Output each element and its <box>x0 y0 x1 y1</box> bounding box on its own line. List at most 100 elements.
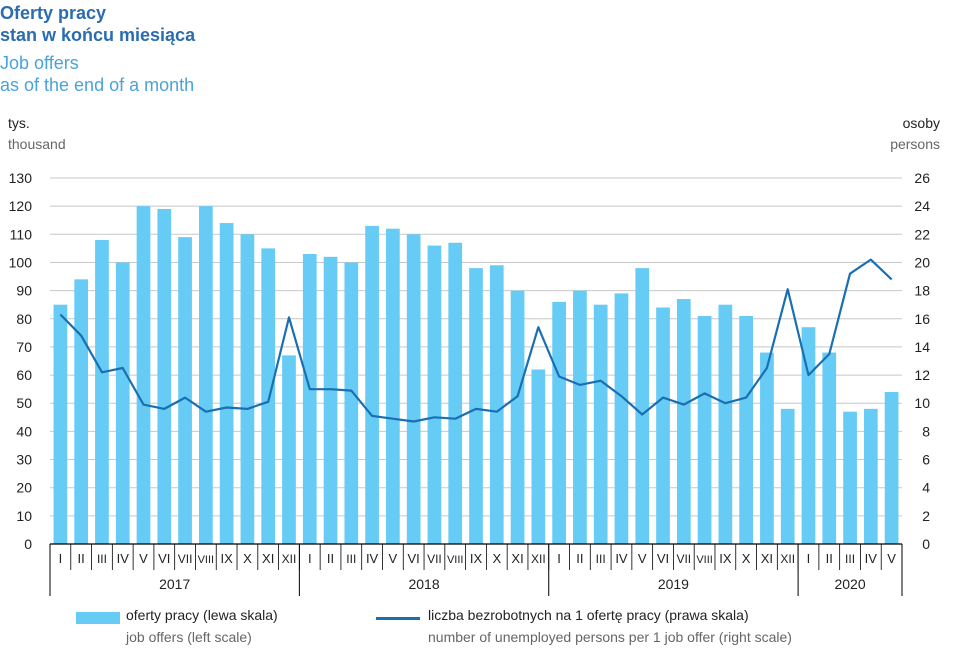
year-tick-label: 2018 <box>408 576 439 592</box>
right-tick-label: 2 <box>922 508 930 524</box>
month-tick-label: XI <box>761 551 773 566</box>
legend-bar-swatch <box>76 612 120 624</box>
month-tick-label: I <box>557 551 561 566</box>
bar <box>219 223 234 545</box>
left-tick-label: 120 <box>9 198 33 214</box>
bar <box>739 315 754 544</box>
month-tick-label: V <box>638 551 647 566</box>
bar <box>282 355 296 544</box>
month-tick-label: VIII <box>198 554 215 566</box>
bar <box>74 279 89 544</box>
left-tick-label: 90 <box>16 283 32 299</box>
right-axis-unit-pl: osoby <box>902 115 940 131</box>
chart-title-pl: Oferty pracy <box>0 3 107 23</box>
month-tick-label: XII <box>780 552 795 566</box>
right-tick-label: 4 <box>922 480 930 496</box>
month-tick-label: IX <box>470 551 483 566</box>
month-tick-label: II <box>327 551 334 566</box>
bar <box>323 256 338 544</box>
bar <box>552 301 566 544</box>
left-axis-unit-pl: tys. <box>8 115 30 131</box>
left-tick-label: 20 <box>16 480 32 496</box>
month-tick-label: I <box>807 551 811 566</box>
year-tick-label: 2019 <box>658 576 689 592</box>
month-tick-label: IX <box>220 551 233 566</box>
right-tick-label: 0 <box>922 536 930 552</box>
bar <box>510 290 525 544</box>
left-axis-unit-en: thousand <box>8 136 66 152</box>
legend-bar-label-pl: oferty pracy (lewa skala) <box>126 607 278 623</box>
right-tick-label: 24 <box>914 198 930 214</box>
bar <box>718 304 733 544</box>
month-tick-label: XII <box>531 552 546 566</box>
month-tick-label: III <box>596 552 606 566</box>
right-tick-label: 14 <box>914 339 930 355</box>
month-tick-label: III <box>97 552 107 566</box>
bar <box>427 245 442 545</box>
bar <box>614 293 629 544</box>
month-tick-label: II <box>576 551 583 566</box>
left-tick-label: 130 <box>9 170 33 186</box>
month-tick-label: I <box>59 551 63 566</box>
bar <box>843 411 857 544</box>
left-tick-label: 10 <box>16 508 32 524</box>
month-tick-label: IV <box>865 551 878 566</box>
month-tick-label: II <box>78 551 85 566</box>
left-tick-label: 40 <box>16 423 32 439</box>
bar <box>53 304 68 544</box>
line-series <box>59 258 893 423</box>
right-tick-label: 12 <box>914 367 930 383</box>
right-tick-label: 6 <box>922 452 930 468</box>
right-tick-label: 10 <box>914 395 930 411</box>
left-tick-label: 30 <box>16 452 32 468</box>
month-tick-label: VII <box>178 552 193 566</box>
bar <box>822 352 837 544</box>
unemployed-per-offer-line <box>59 258 893 423</box>
bar <box>344 262 359 544</box>
left-tick-label: 60 <box>16 367 32 383</box>
month-tick-label: III <box>845 552 855 566</box>
bar <box>136 206 151 544</box>
bar <box>780 408 795 544</box>
bar <box>157 208 172 544</box>
bar <box>95 239 109 544</box>
month-tick-label: II <box>826 551 833 566</box>
bar <box>801 327 816 544</box>
bar <box>240 234 255 545</box>
bar <box>302 254 317 544</box>
legend-line-label-en: number of unemployed persons per 1 job o… <box>428 629 792 645</box>
right-tick-label: 26 <box>914 170 930 186</box>
right-tick-label: 18 <box>914 283 930 299</box>
bar <box>884 391 899 544</box>
bar <box>863 408 878 544</box>
month-tick-label: III <box>346 552 356 566</box>
month-tick-label: VII <box>676 552 691 566</box>
left-tick-label: 50 <box>16 395 32 411</box>
bar <box>635 268 650 544</box>
month-tick-label: XI <box>511 551 523 566</box>
month-tick-label: IX <box>719 551 732 566</box>
legend-line-swatch <box>376 617 420 620</box>
bar <box>198 206 213 544</box>
bar <box>448 242 463 544</box>
left-tick-label: 80 <box>16 311 32 327</box>
month-tick-label: VIII <box>447 554 464 566</box>
left-tick-label: 70 <box>16 339 32 355</box>
left-tick-label: 100 <box>9 254 33 270</box>
chart-subtitle-pl: stan w końcu miesiąca <box>0 25 196 45</box>
month-tick-label: VI <box>158 551 170 566</box>
year-tick-label: 2020 <box>834 576 865 592</box>
month-tick-label: X <box>243 551 252 566</box>
month-tick-label: V <box>389 551 398 566</box>
month-tick-label: X <box>492 551 501 566</box>
bar <box>531 369 546 544</box>
right-tick-label: 16 <box>914 311 930 327</box>
legend-bar-label-en: job offers (left scale) <box>126 629 252 645</box>
month-tick-label: IV <box>615 551 628 566</box>
month-tick-label: V <box>887 551 896 566</box>
chart-subtitle-en: as of the end of a month <box>0 75 195 95</box>
right-axis-unit-en: persons <box>890 136 940 152</box>
month-tick-label: IV <box>366 551 379 566</box>
chart-title-en: Job offers <box>0 53 79 73</box>
